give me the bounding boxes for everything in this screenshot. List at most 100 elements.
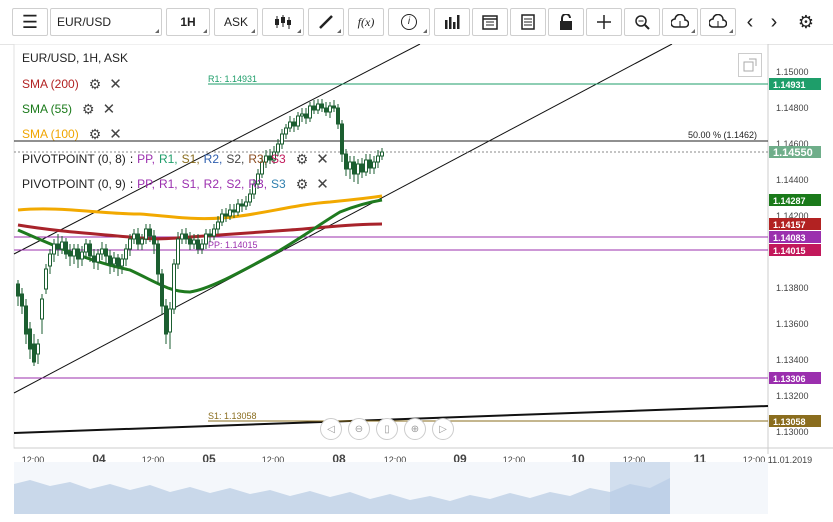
svg-text:1.14931: 1.14931 [773,80,806,90]
candle-body [128,238,132,250]
candle-body [196,239,200,250]
pivot-r1: R1, [158,152,178,166]
indicator-sma-55[interactable]: SMA (55) ⚙ ✕ [22,100,116,119]
candle-body [300,113,304,117]
candle-body [260,161,264,175]
symbol-selector[interactable]: EUR/USD [50,8,162,36]
calendar-button[interactable] [472,8,508,36]
time-tick-label: 12:00 [623,455,646,465]
zoom-out-icon[interactable]: ⊖ [348,418,370,440]
candle-body [120,258,124,267]
indicator-pivot-8[interactable]: PIVOTPOINT (0, 8) : PP, R1, S1, R2, S2, … [22,150,329,169]
download-button[interactable] [700,8,736,36]
pan-right-icon[interactable]: ▷ [432,418,454,440]
back-button[interactable]: ‹ [738,8,762,36]
forward-button[interactable]: › [762,8,786,36]
candle-body [64,241,68,255]
function-label: f(x) [357,14,375,29]
lock-button[interactable] [548,8,584,36]
candle-body [104,248,108,257]
close-icon[interactable]: ✕ [316,151,329,168]
candle-body [72,248,76,257]
price-type-selector[interactable]: ASK [214,8,258,36]
candle-body [256,173,260,185]
pivot-s2: S2, [226,177,245,191]
gear-icon[interactable]: ⚙ [88,75,102,92]
close-icon[interactable]: ✕ [102,101,116,118]
zoom-button[interactable] [624,8,660,36]
close-icon[interactable]: ✕ [109,76,122,93]
candle-body [368,159,372,169]
candle-body [276,143,280,153]
price-tick-label: 1.13000 [776,427,809,437]
gear-icon[interactable]: ⚙ [295,175,309,192]
dropdown-corner-icon [729,29,733,33]
settings-button[interactable]: ⚙ [792,8,820,36]
candle-body [56,243,60,250]
bar-chart-icon [445,15,460,29]
close-icon[interactable]: ✕ [316,176,329,193]
indicator-sma-100[interactable]: SMA (100) ⚙ ✕ [22,125,122,144]
candle-body [36,343,40,355]
document-icon [521,14,535,30]
chart-type-button[interactable] [262,8,304,36]
candle-body [360,163,364,173]
svg-text:1.13058: 1.13058 [773,417,806,427]
function-button[interactable]: f(x) [348,8,384,36]
pan-left-icon[interactable]: ◁ [320,418,342,440]
upload-button[interactable] [662,8,698,36]
chart-area[interactable]: R1: 1.14931 50.00 % (1.1462) PP: 1.14015… [0,43,833,517]
candle-body [288,121,292,129]
cloud-download-icon [709,14,727,28]
indicator-pivot-9[interactable]: PIVOTPOINT (0, 9) : PP, R1, S1, R2, S2, … [22,175,329,194]
reset-zoom-icon[interactable]: ▯ [376,418,398,440]
candle-body [132,233,136,240]
r1-annotation: R1: 1.14931 [208,74,257,84]
svg-text:1.14550: 1.14550 [773,147,813,159]
timeframe-label: 1H [180,15,196,29]
candle-body [108,255,112,265]
navigator-window[interactable] [610,462,670,514]
pivot-sep: : [129,177,134,191]
dropdown-corner-icon [297,29,301,33]
pivot-pp: PP, [137,177,155,191]
report-button[interactable] [510,8,546,36]
candle-body [76,248,80,260]
price-tag: 1.13058 [769,415,821,427]
crosshair-icon [597,15,611,29]
draw-tool-button[interactable] [308,8,344,36]
candle-body [144,228,148,240]
timeframe-selector[interactable]: 1H [166,8,210,36]
price-chart[interactable]: R1: 1.14931 50.00 % (1.1462) PP: 1.14015… [0,43,833,517]
candle-body [244,201,248,207]
indicator-label: SMA (100) [22,127,79,141]
candle-body [28,328,32,350]
candle-body [68,251,72,257]
candle-body [32,343,36,363]
candle-body [96,253,100,263]
gear-icon[interactable]: ⚙ [82,100,95,117]
candle-body [116,257,120,267]
zoom-icon [635,15,650,30]
crosshair-button[interactable] [586,8,622,36]
candle-body [44,268,48,290]
indicator-sma-200[interactable]: SMA (200) ⚙ ✕ [22,75,122,94]
gear-icon[interactable]: ⚙ [88,125,102,142]
zoom-in-icon[interactable]: ⊕ [404,418,426,440]
candle-body [136,233,140,245]
candle-body [40,298,44,320]
price-tick-label: 1.13400 [776,355,809,365]
info-button[interactable]: i [388,8,430,36]
gear-icon[interactable]: ⚙ [295,150,309,167]
close-icon[interactable]: ✕ [109,126,122,143]
volume-button[interactable] [434,8,470,36]
candle-body [252,183,256,195]
price-tag: 1.14083 [769,231,821,243]
candle-body [200,243,204,250]
pivot-r1: R1, [158,177,178,191]
candle-body [212,228,216,237]
menu-button[interactable]: ☰ [12,8,48,36]
candle-body [364,159,368,173]
expand-button[interactable] [738,53,762,77]
candle-body [204,233,208,245]
